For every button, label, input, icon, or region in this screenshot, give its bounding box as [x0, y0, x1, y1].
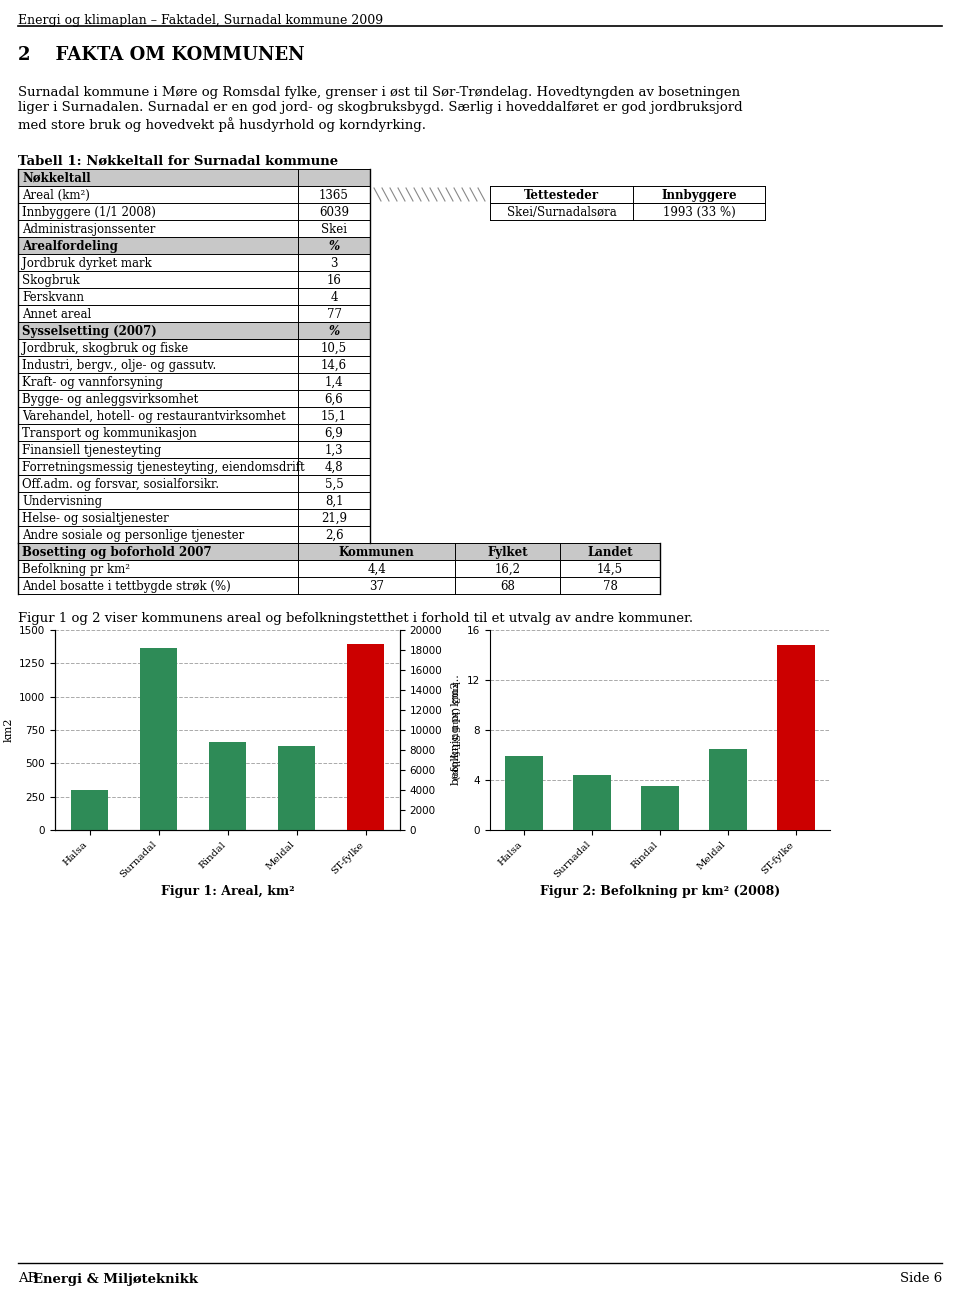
Text: 77: 77 — [326, 308, 342, 321]
Bar — [347, 644, 384, 830]
Text: 14,5: 14,5 — [597, 563, 623, 576]
Bar — [18, 237, 370, 254]
Text: 6039: 6039 — [319, 206, 349, 219]
Text: Figur 1: Areal, km²: Figur 1: Areal, km² — [160, 885, 295, 898]
Text: Fylket: Fylket — [487, 546, 528, 559]
Bar — [18, 322, 370, 339]
Text: Befolkning pr km²: Befolkning pr km² — [22, 563, 130, 576]
Text: 4,8: 4,8 — [324, 461, 344, 474]
Text: 78: 78 — [603, 580, 617, 593]
Text: 2    FAKTA OM KOMMUNEN: 2 FAKTA OM KOMMUNEN — [18, 46, 304, 64]
Text: med store bruk og hovedvekt på husdyrhold og korndyrking.: med store bruk og hovedvekt på husdyrhol… — [18, 117, 426, 132]
Bar — [18, 543, 660, 560]
Text: 15,1: 15,1 — [321, 410, 347, 423]
Text: %: % — [328, 240, 340, 253]
Bar — [505, 756, 542, 830]
Y-axis label: km2 (kun ST-fylke): km2 (kun ST-fylke) — [450, 680, 459, 779]
Text: Landet: Landet — [588, 546, 633, 559]
Text: Finansiell tjenesteyting: Finansiell tjenesteyting — [22, 444, 161, 457]
Text: Bosetting og boforhold 2007: Bosetting og boforhold 2007 — [22, 546, 211, 559]
Bar — [277, 747, 316, 830]
Text: 37: 37 — [369, 580, 384, 593]
Text: Varehandel, hotell- og restaurantvirksomhet: Varehandel, hotell- og restaurantvirksom… — [22, 410, 286, 423]
Text: 16,2: 16,2 — [494, 563, 520, 576]
Text: Forretningsmessig tjenesteyting, eiendomsdrift: Forretningsmessig tjenesteyting, eiendom… — [22, 461, 304, 474]
Text: 2,6: 2,6 — [324, 529, 344, 542]
Bar — [18, 169, 370, 186]
Text: 5,5: 5,5 — [324, 478, 344, 491]
Text: Administrasjonssenter: Administrasjonssenter — [22, 223, 156, 236]
Text: 8,1: 8,1 — [324, 495, 344, 508]
Text: Industri, bergv., olje- og gassutv.: Industri, bergv., olje- og gassutv. — [22, 358, 216, 371]
Bar — [778, 645, 815, 830]
Text: Tettesteder: Tettesteder — [524, 189, 599, 202]
Text: 4,4: 4,4 — [367, 563, 386, 576]
Bar — [70, 790, 108, 830]
Text: Skei: Skei — [321, 223, 347, 236]
Text: 10,5: 10,5 — [321, 341, 348, 354]
Text: Arealfordeling: Arealfordeling — [22, 240, 118, 253]
Text: Figur 2: Befolkning pr km² (2008): Figur 2: Befolkning pr km² (2008) — [540, 885, 780, 898]
Text: Kommunen: Kommunen — [339, 546, 415, 559]
Bar — [641, 786, 679, 830]
Text: 6,9: 6,9 — [324, 427, 344, 440]
Text: Energi & Miljøteknikk: Energi & Miljøteknikk — [33, 1273, 198, 1286]
Text: Energi og klimaplan – Faktadel, Surnadal kommune 2009: Energi og klimaplan – Faktadel, Surnadal… — [18, 14, 383, 27]
Text: Kraft- og vannforsyning: Kraft- og vannforsyning — [22, 375, 163, 388]
Text: Jordbruk, skogbruk og fiske: Jordbruk, skogbruk og fiske — [22, 341, 188, 354]
Text: 1993 (33 %): 1993 (33 %) — [662, 206, 735, 219]
Text: Innbyggere: Innbyggere — [661, 189, 737, 202]
Text: Andel bosatte i tettbygde strøk (%): Andel bosatte i tettbygde strøk (%) — [22, 580, 230, 593]
Text: Ferskvann: Ferskvann — [22, 291, 84, 304]
Text: %: % — [328, 324, 340, 337]
Text: 16: 16 — [326, 274, 342, 287]
Text: Figur 1 og 2 viser kommunens areal og befolkningstetthet i forhold til et utvalg: Figur 1 og 2 viser kommunens areal og be… — [18, 612, 693, 625]
Text: AF: AF — [18, 1273, 41, 1286]
Text: Surnadal kommune i Møre og Romsdal fylke, grenser i øst til Sør-Trøndelag. Hoved: Surnadal kommune i Møre og Romsdal fylke… — [18, 86, 740, 99]
Text: Side 6: Side 6 — [900, 1273, 942, 1286]
Text: Annet areal: Annet areal — [22, 308, 91, 321]
Text: 1,3: 1,3 — [324, 444, 344, 457]
Text: 6,6: 6,6 — [324, 392, 344, 405]
Y-axis label: km2: km2 — [3, 718, 13, 743]
Bar — [208, 741, 247, 830]
Text: 3: 3 — [330, 257, 338, 270]
Text: Off.adm. og forsvar, sosialforsikr.: Off.adm. og forsvar, sosialforsikr. — [22, 478, 219, 491]
Text: 14,6: 14,6 — [321, 358, 348, 371]
Bar — [139, 648, 178, 830]
Text: 21,9: 21,9 — [321, 512, 347, 525]
Text: Andre sosiale og personlige tjenester: Andre sosiale og personlige tjenester — [22, 529, 244, 542]
Text: Skogbruk: Skogbruk — [22, 274, 80, 287]
Bar — [573, 775, 611, 830]
Text: 68: 68 — [500, 580, 515, 593]
Text: liger i Surnadalen. Surnadal er en god jord- og skogbruksbygd. Særlig i hoveddal: liger i Surnadalen. Surnadal er en god j… — [18, 102, 743, 115]
Text: Bygge- og anleggsvirksomhet: Bygge- og anleggsvirksomhet — [22, 392, 199, 405]
Text: 4: 4 — [330, 291, 338, 304]
Text: Areal (km²): Areal (km²) — [22, 189, 90, 202]
Text: Tabell 1: Nøkkeltall for Surnadal kommune: Tabell 1: Nøkkeltall for Surnadal kommun… — [18, 155, 338, 168]
Text: Innbyggere (1/1 2008): Innbyggere (1/1 2008) — [22, 206, 156, 219]
Text: Skei/Surnadalsøra: Skei/Surnadalsøra — [507, 206, 616, 219]
Text: Jordbruk dyrket mark: Jordbruk dyrket mark — [22, 257, 152, 270]
Text: Undervisning: Undervisning — [22, 495, 102, 508]
Y-axis label: befolkning pr km2..: befolkning pr km2.. — [451, 675, 462, 786]
Text: Sysselsetting (2007): Sysselsetting (2007) — [22, 324, 156, 337]
Text: 1,4: 1,4 — [324, 375, 344, 388]
Text: 1365: 1365 — [319, 189, 348, 202]
Text: Helse- og sosialtjenester: Helse- og sosialtjenester — [22, 512, 169, 525]
Text: Nøkkeltall: Nøkkeltall — [22, 172, 90, 185]
Bar — [709, 749, 747, 830]
Text: Transport og kommunikasjon: Transport og kommunikasjon — [22, 427, 197, 440]
